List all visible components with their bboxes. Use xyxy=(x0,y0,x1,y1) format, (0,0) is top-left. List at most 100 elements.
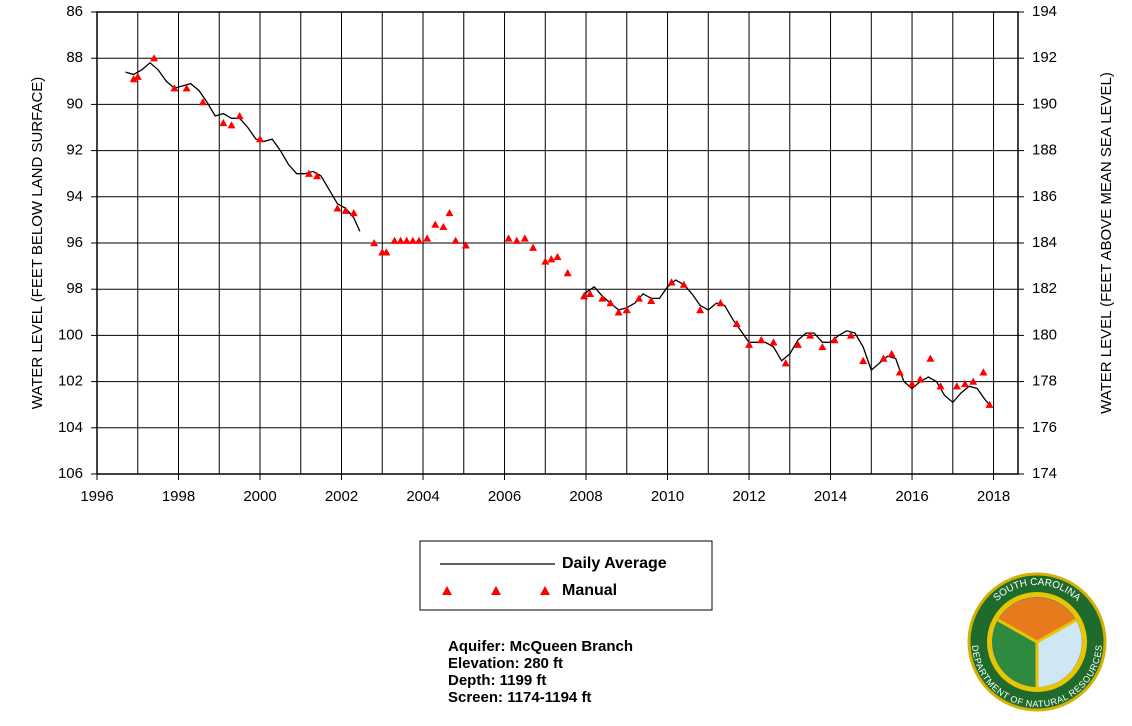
y-tick-label: 94 xyxy=(66,188,83,205)
y2-tick-label: 190 xyxy=(1032,95,1057,112)
data-point xyxy=(769,338,778,346)
data-point xyxy=(908,379,917,388)
data-point xyxy=(235,111,244,120)
data-point xyxy=(529,243,538,251)
data-point xyxy=(182,84,191,92)
y-axis-title: WATER LEVEL (FEET BELOW LAND SURFACE) xyxy=(29,77,46,410)
y-tick-label: 86 xyxy=(66,3,83,20)
logo: SOUTH CAROLINA DEPARTMENT OF NATURAL RES… xyxy=(967,572,1107,712)
legend-label: Daily Average xyxy=(562,555,667,572)
x-tick-label: 2006 xyxy=(488,488,521,505)
y2-tick-label: 174 xyxy=(1032,465,1057,482)
data-point xyxy=(887,349,896,358)
data-point xyxy=(969,377,978,385)
data-point xyxy=(423,234,432,242)
data-point xyxy=(541,257,550,265)
data-point xyxy=(716,299,725,307)
plot-frame xyxy=(96,11,1019,475)
annotation: Elevation: 280 ft xyxy=(448,655,563,672)
data-point xyxy=(579,292,588,300)
x-tick-label: 2018 xyxy=(977,488,1010,505)
y-tick-label: 90 xyxy=(66,95,83,112)
data-point xyxy=(952,382,961,390)
data-point xyxy=(504,234,513,242)
y-tick-label: 102 xyxy=(58,373,83,390)
data-point xyxy=(732,319,741,328)
data-point xyxy=(349,208,358,217)
data-point xyxy=(390,236,399,244)
y-tick-label: 92 xyxy=(66,142,83,159)
data-point xyxy=(563,269,572,277)
x-tick-label: 2016 xyxy=(895,488,928,505)
data-point xyxy=(793,340,802,348)
data-point xyxy=(916,375,925,383)
data-point xyxy=(622,305,631,314)
y2-tick-label: 182 xyxy=(1032,280,1057,297)
data-point xyxy=(757,336,766,344)
data-point xyxy=(396,236,405,244)
data-point xyxy=(341,206,350,214)
data-point xyxy=(985,400,994,408)
y-tick-label: 100 xyxy=(58,326,83,343)
data-point xyxy=(781,359,790,367)
annotation: Depth: 1199 ft xyxy=(448,672,546,689)
data-point xyxy=(606,299,615,307)
data-point xyxy=(333,204,342,212)
data-point xyxy=(439,222,448,231)
data-point xyxy=(647,296,656,304)
y2-tick-label: 188 xyxy=(1032,142,1057,159)
data-point xyxy=(895,368,904,376)
x-tick-label: 2014 xyxy=(814,488,847,505)
data-point xyxy=(553,252,562,261)
data-point xyxy=(520,234,529,242)
data-point xyxy=(451,236,460,244)
data-point xyxy=(745,340,754,348)
data-point xyxy=(402,236,411,244)
y2-tick-label: 180 xyxy=(1032,326,1057,343)
legend-swatch xyxy=(540,586,550,595)
data-point xyxy=(586,289,595,298)
y-tick-label: 104 xyxy=(58,419,83,436)
data-point xyxy=(461,241,470,249)
y2-tick-label: 194 xyxy=(1032,3,1057,20)
x-tick-label: 1996 xyxy=(80,488,113,505)
data-point xyxy=(859,356,868,365)
x-tick-label: 1998 xyxy=(162,488,195,505)
legend-box xyxy=(419,540,713,611)
data-point xyxy=(133,72,142,80)
y2-tick-label: 192 xyxy=(1032,49,1057,66)
data-point xyxy=(635,294,644,302)
y2-tick-label: 176 xyxy=(1032,419,1057,436)
data-point xyxy=(304,169,313,177)
legend-label: Manual xyxy=(562,582,617,599)
y2-axis-title: WATER LEVEL (FEET ABOVE MEAN SEA LEVEL) xyxy=(1098,72,1115,414)
x-tick-label: 2012 xyxy=(732,488,765,505)
data-point xyxy=(445,208,454,217)
y2-tick-label: 178 xyxy=(1032,373,1057,390)
data-point xyxy=(198,98,207,106)
data-point xyxy=(512,236,521,244)
data-point xyxy=(846,331,855,339)
x-tick-label: 2010 xyxy=(651,488,684,505)
data-point xyxy=(408,236,417,244)
data-point xyxy=(431,220,440,228)
y-tick-label: 88 xyxy=(66,49,83,66)
y-tick-label: 96 xyxy=(66,234,83,251)
data-point xyxy=(256,135,265,143)
x-tick-label: 2002 xyxy=(325,488,358,505)
data-point xyxy=(227,121,236,129)
x-tick-label: 2000 xyxy=(243,488,276,505)
y2-tick-label: 186 xyxy=(1032,188,1057,205)
annotation: Aquifer: McQueen Branch xyxy=(448,638,633,655)
data-point xyxy=(313,172,322,180)
data-point xyxy=(936,382,945,390)
data-point xyxy=(696,305,705,314)
data-point xyxy=(979,368,988,376)
data-point xyxy=(614,308,623,316)
legend-swatch xyxy=(491,586,501,595)
data-line xyxy=(125,61,992,408)
data-point xyxy=(150,54,159,62)
x-tick-label: 2004 xyxy=(406,488,439,505)
